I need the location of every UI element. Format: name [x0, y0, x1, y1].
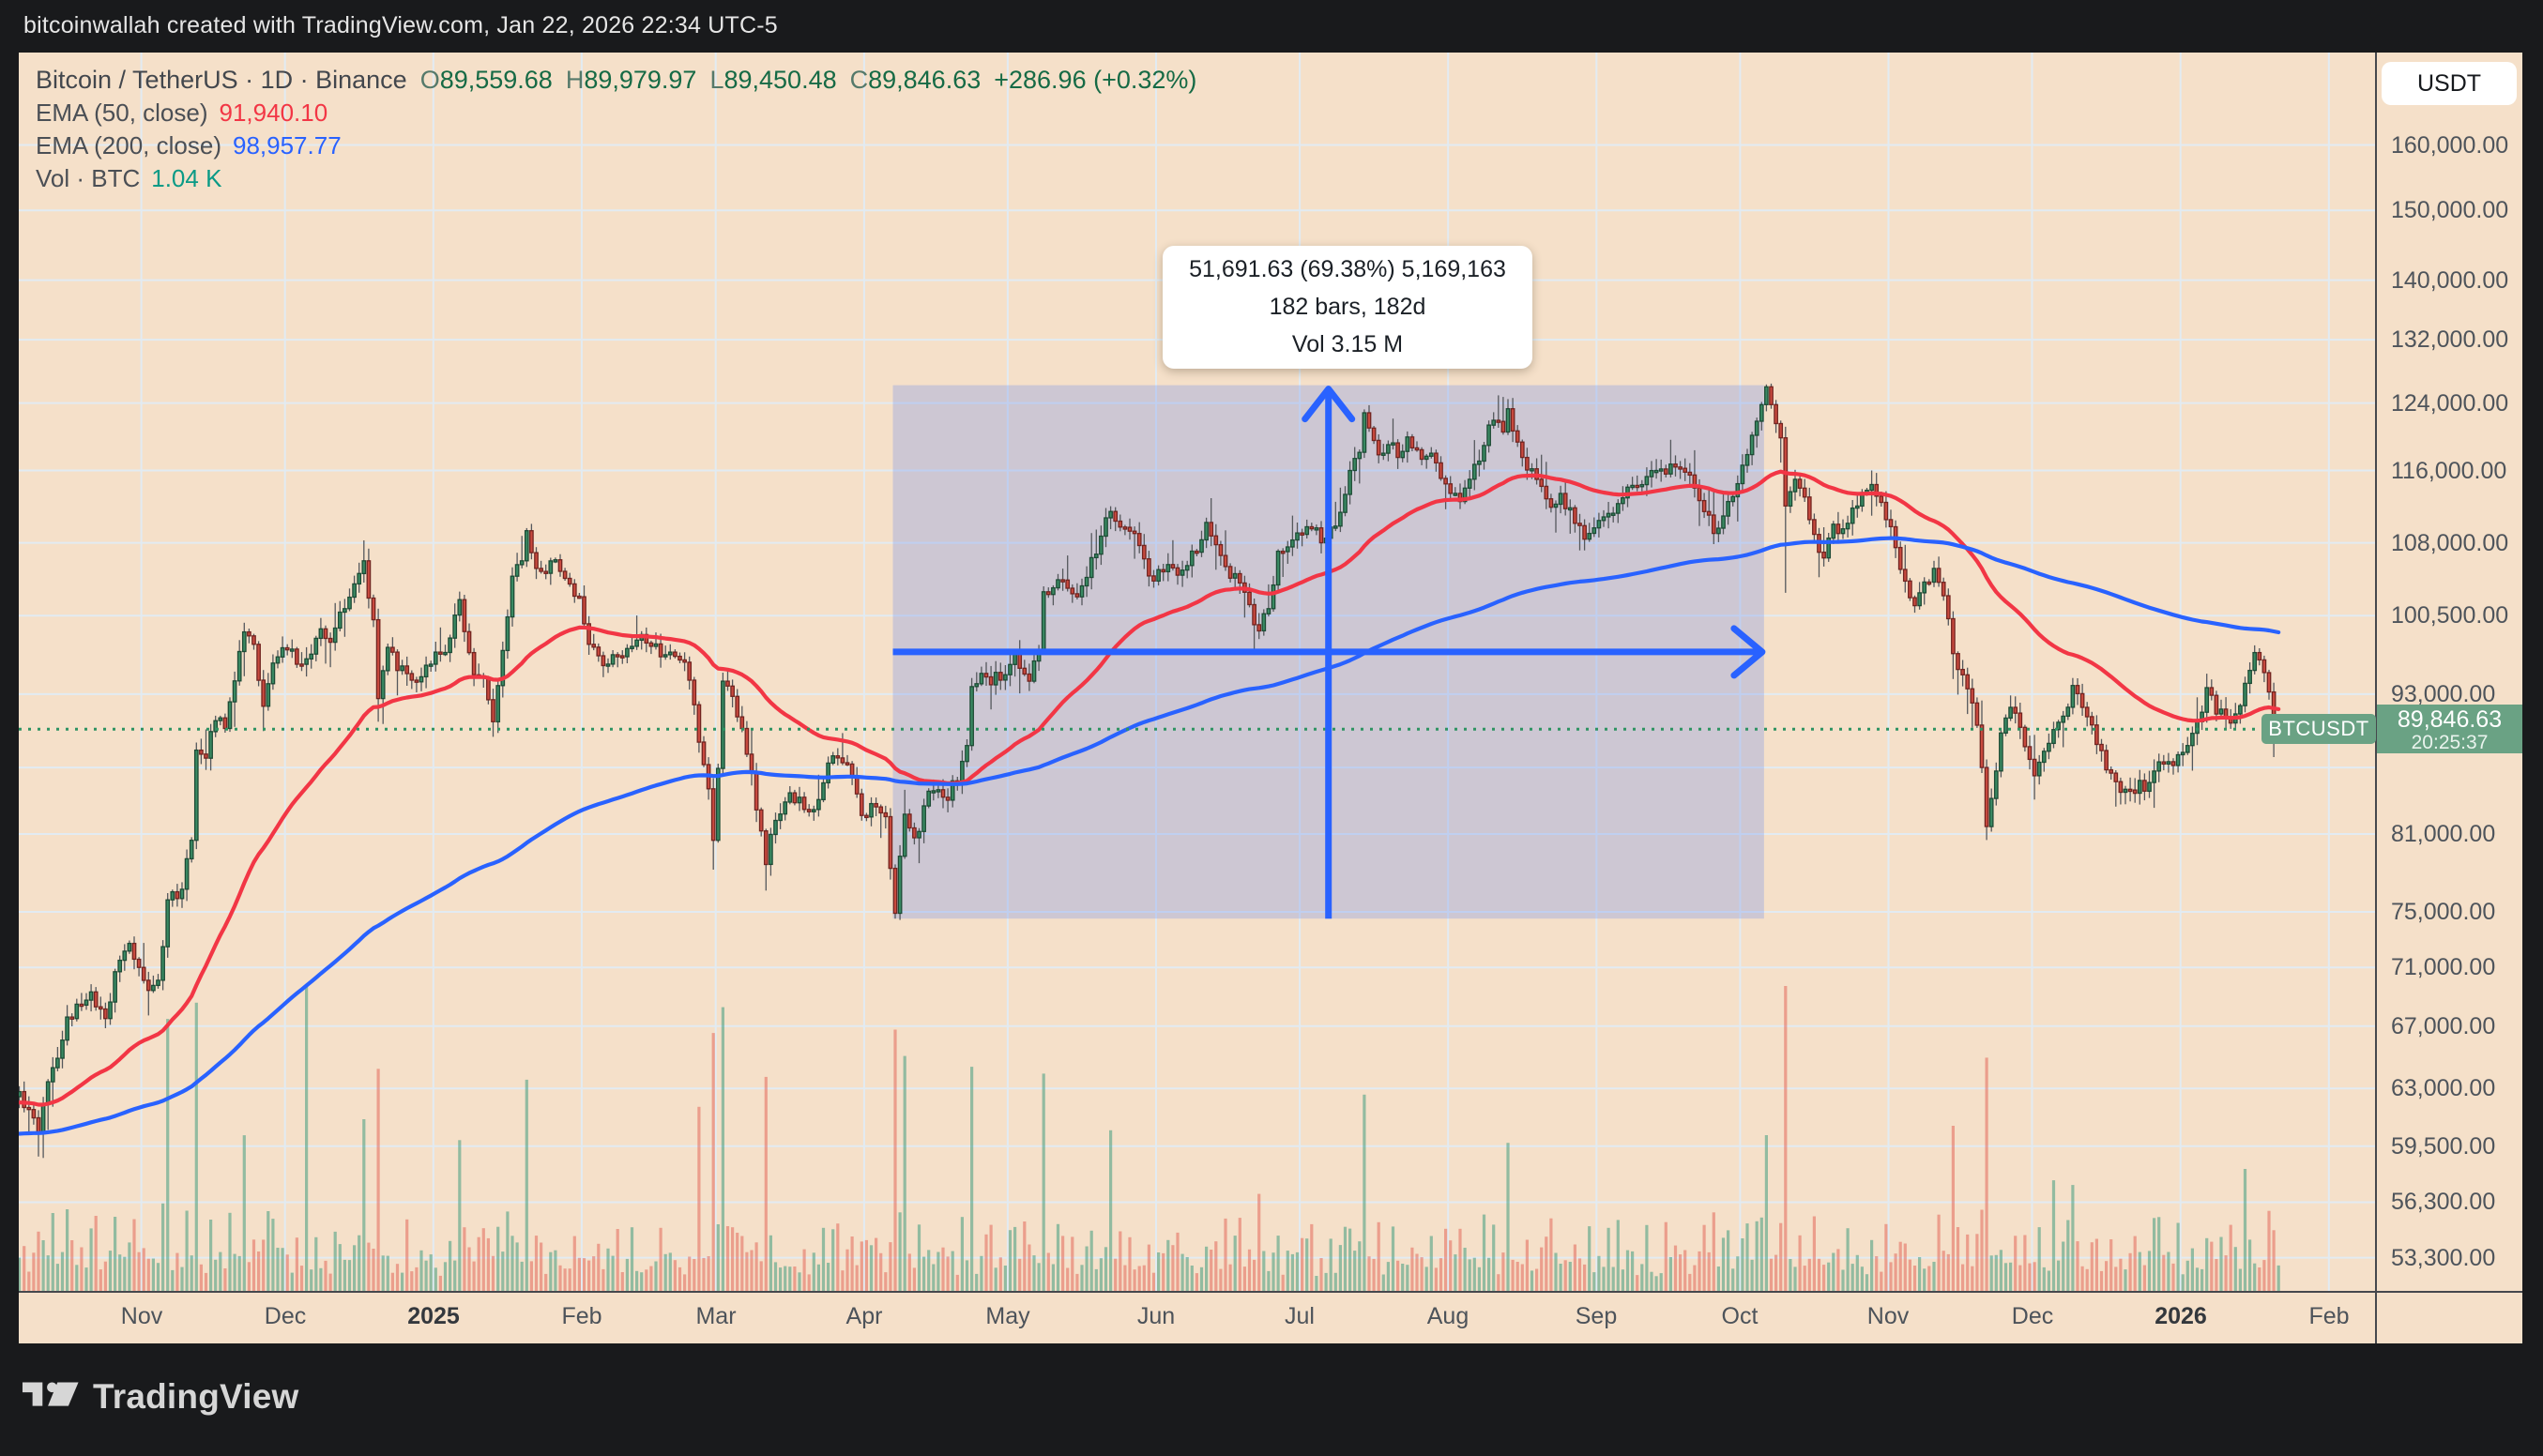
ema200-label: EMA (200, close)	[36, 131, 221, 159]
price-tick-label: 59,500.00	[2391, 1133, 2496, 1160]
price-tick-label: 53,300.00	[2391, 1245, 2496, 1271]
measure-bars: 182 bars, 182d	[1269, 294, 1426, 320]
time-tick-label: 2025	[407, 1303, 460, 1329]
header-credit: bitcoinwallah created with TradingView.c…	[23, 12, 778, 38]
time-tick-label: Feb	[2308, 1303, 2350, 1329]
ohlc-values: O89,559.68 H89,979.97 L89,450.48 C89,846.63	[407, 66, 982, 94]
time-tick-label: Jul	[1285, 1303, 1315, 1329]
time-tick-label: Dec	[264, 1303, 307, 1329]
ema200-value: 98,957.77	[232, 131, 342, 159]
time-tick-label: Sep	[1575, 1303, 1618, 1329]
price-tick-label: 71,000.00	[2391, 954, 2496, 980]
ema50-value: 91,940.10	[219, 99, 328, 127]
legend-volume-row[interactable]: Vol · BTC 1.04 K	[36, 162, 1196, 195]
price-tick-label: 63,000.00	[2391, 1075, 2496, 1101]
countdown-timer: 20:25:37	[2411, 732, 2489, 753]
tradingview-logo-text[interactable]: TradingView	[93, 1377, 299, 1416]
currency-toggle-button[interactable]: USDT	[2382, 62, 2517, 105]
change-value: +286.96 (+0.32%)	[994, 66, 1197, 94]
time-tick-label: Nov	[120, 1303, 163, 1329]
measure-price-change: 51,691.63 (69.38%) 5,169,163	[1189, 256, 1506, 282]
time-tick-label: Dec	[2011, 1303, 2054, 1329]
symbol-badge: BTCUSDT	[2261, 714, 2376, 744]
ohlc-key: H	[565, 66, 585, 94]
price-tick-label: 56,300.00	[2391, 1189, 2496, 1215]
symbol-title: Bitcoin / TetherUS · 1D · Binance	[36, 66, 407, 94]
ohlc-value: 89,846.63	[868, 66, 982, 94]
volume-value: 1.04 K	[151, 164, 222, 192]
time-tick-label: Apr	[845, 1303, 883, 1329]
price-tick-label: 160,000.00	[2391, 132, 2509, 159]
time-tick-label: 2026	[2155, 1303, 2207, 1329]
price-tick-label: 140,000.00	[2391, 267, 2509, 294]
price-tick-label: 67,000.00	[2391, 1013, 2496, 1039]
price-tick-label: 116,000.00	[2391, 458, 2507, 484]
time-tick-label: Jun	[1136, 1303, 1176, 1329]
ema50-label: EMA (50, close)	[36, 99, 208, 127]
current-price-tag: 89,846.63 20:25:37	[2377, 705, 2522, 753]
price-tick-label: 124,000.00	[2391, 390, 2509, 417]
ohlc-value: 89,450.48	[723, 66, 837, 94]
chart-panel: Bitcoin / TetherUS · 1D · Binance O89,559…	[19, 53, 2522, 1343]
legend-ema50-row[interactable]: EMA (50, close) 91,940.10	[36, 97, 1196, 129]
price-tick-label: 75,000.00	[2391, 899, 2496, 925]
ohlc-key: O	[419, 66, 440, 94]
tradingview-logo-icon[interactable]	[22, 1381, 80, 1414]
price-tick-label: 100,500.00	[2391, 602, 2509, 629]
price-tick-label: 150,000.00	[2391, 197, 2509, 223]
volume-label: Vol · BTC	[36, 164, 141, 192]
current-price-value: 89,846.63	[2397, 706, 2503, 733]
time-tick-label: Oct	[1721, 1303, 1759, 1329]
measure-tooltip: 51,691.63 (69.38%) 5,169,163 182 bars, 1…	[1163, 246, 1532, 369]
time-tick-label: May	[985, 1303, 1030, 1329]
price-tick-label: 132,000.00	[2391, 326, 2509, 353]
legend-symbol-row[interactable]: Bitcoin / TetherUS · 1D · Binance O89,559…	[36, 64, 1196, 97]
time-tick-label: Nov	[1866, 1303, 1910, 1329]
price-tick-label: 93,000.00	[2391, 681, 2496, 707]
legend-ema200-row[interactable]: EMA (200, close) 98,957.77	[36, 129, 1196, 162]
measure-volume: Vol 3.15 M	[1291, 331, 1404, 357]
chart-legend: Bitcoin / TetherUS · 1D · Binance O89,559…	[36, 64, 1196, 195]
time-tick-label: Aug	[1426, 1303, 1469, 1329]
price-tick-label: 108,000.00	[2391, 530, 2509, 556]
ohlc-value: 89,979.97	[584, 66, 697, 94]
ohlc-value: 89,559.68	[439, 66, 553, 94]
time-tick-label: Mar	[695, 1303, 737, 1329]
ohlc-key: C	[849, 66, 869, 94]
time-tick-label: Feb	[561, 1303, 602, 1329]
footer-bar: TradingView	[22, 1377, 298, 1417]
ohlc-key: L	[709, 66, 724, 94]
price-tick-label: 81,000.00	[2391, 821, 2496, 847]
